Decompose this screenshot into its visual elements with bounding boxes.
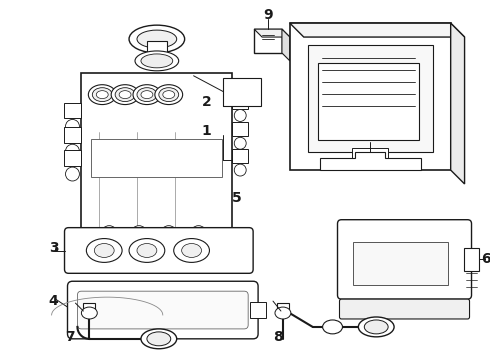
Polygon shape (319, 152, 421, 170)
Ellipse shape (111, 85, 139, 104)
Text: 6: 6 (482, 252, 490, 266)
Text: 2: 2 (201, 95, 211, 109)
Ellipse shape (97, 91, 108, 99)
Ellipse shape (137, 30, 177, 48)
Bar (254, 29, 282, 53)
Bar (64, 150, 81, 166)
Ellipse shape (182, 243, 201, 257)
Bar (232, 95, 248, 108)
Text: 5: 5 (231, 191, 241, 205)
Ellipse shape (119, 91, 131, 99)
Ellipse shape (141, 54, 173, 68)
Ellipse shape (94, 243, 114, 257)
Ellipse shape (135, 51, 179, 71)
Bar (223, 78, 261, 105)
Text: 3: 3 (49, 240, 58, 255)
Ellipse shape (275, 307, 291, 319)
Text: 1: 1 (201, 124, 211, 138)
Ellipse shape (86, 239, 122, 262)
Text: 4: 4 (49, 294, 58, 308)
FancyBboxPatch shape (338, 220, 471, 299)
Ellipse shape (66, 167, 79, 181)
Bar (318, 63, 419, 140)
Polygon shape (451, 23, 465, 184)
Ellipse shape (133, 85, 161, 104)
Ellipse shape (129, 239, 165, 262)
Ellipse shape (115, 88, 135, 102)
Bar (464, 248, 479, 271)
Bar (277, 303, 289, 315)
Bar (81, 73, 232, 242)
Ellipse shape (234, 109, 246, 121)
Ellipse shape (66, 144, 79, 158)
Bar (91, 139, 222, 177)
Bar (250, 302, 266, 318)
FancyBboxPatch shape (68, 281, 258, 339)
Polygon shape (290, 23, 465, 37)
Ellipse shape (364, 320, 388, 334)
Bar (290, 23, 451, 170)
Circle shape (161, 226, 177, 242)
Polygon shape (254, 29, 290, 37)
Ellipse shape (66, 120, 79, 133)
Ellipse shape (234, 164, 246, 176)
FancyBboxPatch shape (340, 299, 469, 319)
Circle shape (131, 226, 147, 242)
Bar (64, 103, 81, 118)
Text: 7: 7 (65, 330, 74, 344)
Ellipse shape (322, 320, 343, 334)
Ellipse shape (155, 85, 183, 104)
Bar (232, 149, 248, 163)
Ellipse shape (137, 243, 157, 257)
Polygon shape (282, 29, 290, 61)
Bar (64, 127, 81, 143)
Ellipse shape (92, 88, 112, 102)
Circle shape (101, 226, 117, 242)
Ellipse shape (81, 307, 98, 319)
Text: 9: 9 (263, 8, 273, 22)
Bar (308, 45, 433, 152)
Text: 8: 8 (273, 330, 283, 344)
Ellipse shape (174, 239, 209, 262)
FancyBboxPatch shape (77, 291, 248, 329)
Ellipse shape (137, 88, 157, 102)
Ellipse shape (141, 329, 177, 349)
Ellipse shape (163, 91, 175, 99)
Ellipse shape (88, 85, 116, 104)
Bar (352, 148, 388, 160)
FancyBboxPatch shape (65, 228, 253, 273)
Bar (83, 303, 95, 315)
Bar (232, 122, 248, 136)
Ellipse shape (159, 88, 179, 102)
Ellipse shape (147, 332, 171, 346)
Ellipse shape (141, 91, 153, 99)
Ellipse shape (129, 25, 185, 53)
Circle shape (191, 226, 206, 242)
Ellipse shape (358, 317, 394, 337)
Bar (353, 242, 448, 285)
Ellipse shape (234, 137, 246, 149)
Bar (147, 41, 167, 59)
